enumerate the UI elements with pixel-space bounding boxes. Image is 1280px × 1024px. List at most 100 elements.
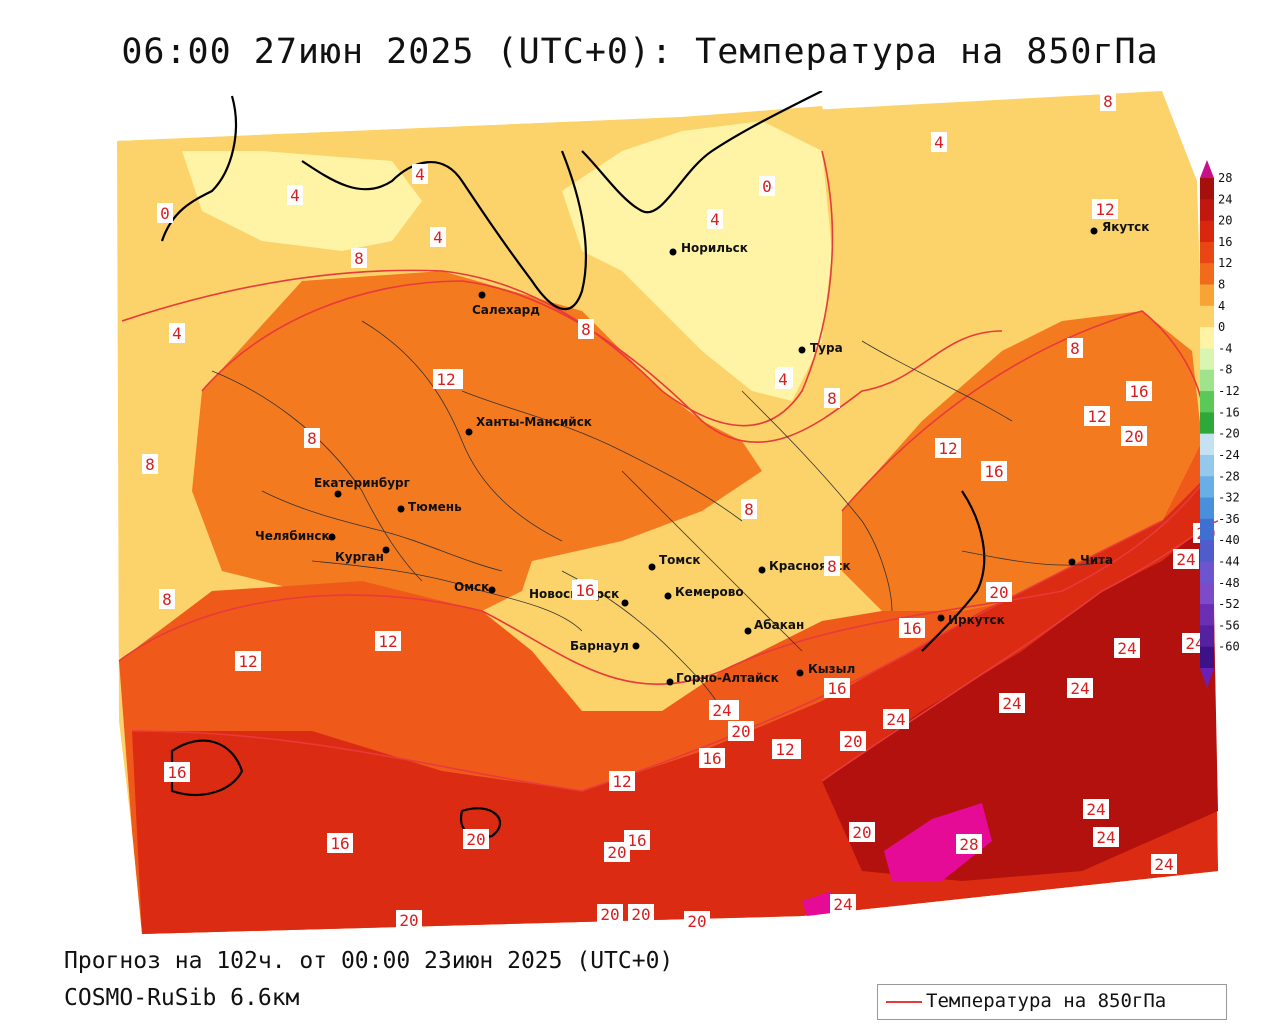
city-gorno-altaysk: Горно-Алтайск	[666, 671, 779, 686]
colorbar-tick-label: 0	[1218, 320, 1225, 334]
svg-text:8: 8	[827, 557, 837, 576]
svg-text:20: 20	[600, 905, 619, 924]
svg-text:24: 24	[833, 895, 852, 914]
svg-text:24: 24	[712, 701, 731, 720]
colorbar-swatch	[1200, 327, 1214, 349]
svg-text:20: 20	[631, 905, 650, 924]
contour-label: 8	[159, 589, 175, 609]
contour-label: 12	[375, 631, 401, 651]
svg-text:12: 12	[1095, 200, 1114, 219]
contour-label: 24	[1151, 854, 1177, 874]
city-label: Челябинск	[255, 529, 330, 543]
svg-text:20: 20	[607, 843, 626, 862]
svg-text:16: 16	[702, 749, 721, 768]
contour-label: 16	[824, 678, 850, 698]
svg-text:4: 4	[778, 370, 788, 389]
city-yekaterinburg: Екатеринбург	[314, 476, 410, 498]
colorbar-tick-label: -28	[1218, 469, 1240, 483]
city-yakutsk: Якутск	[1090, 220, 1149, 235]
contour-label: 20	[597, 904, 623, 924]
city-kyzyl: Кызыл	[796, 662, 855, 677]
city-label: Барнаул	[570, 639, 629, 653]
city-omsk: Омск	[454, 580, 496, 594]
colorbar-swatch	[1200, 199, 1214, 222]
colorbar-lower-arrow	[1200, 668, 1214, 688]
svg-text:0: 0	[160, 204, 170, 223]
svg-text:20: 20	[989, 583, 1008, 602]
contour-label: 24	[883, 709, 909, 729]
colorbar-swatch	[1200, 348, 1214, 371]
city-label: Ханты-Мансийск	[476, 415, 592, 429]
contour-label: 12	[235, 651, 261, 671]
colorbar-tick-label: -44	[1218, 554, 1240, 568]
contour-label: 24	[1173, 549, 1199, 569]
contour-label: 4	[287, 185, 303, 205]
city-label: Салехард	[472, 303, 540, 317]
svg-text:4: 4	[172, 324, 182, 343]
colorbar-swatch	[1200, 540, 1214, 562]
city-label: Екатеринбург	[314, 476, 410, 490]
contour-label: 16	[981, 461, 1007, 481]
svg-text:20: 20	[852, 823, 871, 842]
city-label: Горно-Алтайск	[676, 671, 779, 685]
svg-text:4: 4	[415, 165, 425, 184]
colorbar-upper-arrow	[1200, 160, 1214, 178]
legend-line-swatch	[886, 1001, 922, 1003]
contour-label: 8	[824, 556, 840, 576]
svg-text:8: 8	[827, 389, 837, 408]
contour-label: 0	[759, 176, 775, 196]
contour-label: 0	[157, 203, 173, 223]
contour-label: 4	[931, 132, 947, 152]
colorbar-swatch	[1200, 625, 1214, 648]
contour-label: 20	[1121, 426, 1147, 446]
contour-label: 24	[999, 693, 1025, 713]
colorbar-tick-label: -16	[1218, 405, 1240, 419]
contour-label: 12	[433, 369, 459, 389]
city-tomsk: Томск	[648, 553, 701, 571]
city-tyumen: Тюмень	[397, 500, 462, 514]
forecast-info: Прогноз на 102ч. от 00:00 23июн 2025 (UT…	[64, 948, 674, 974]
colorbar-swatch	[1200, 412, 1214, 435]
contour-label: 20	[986, 582, 1012, 602]
svg-text:16: 16	[827, 679, 846, 698]
colorbar-swatch	[1200, 497, 1214, 520]
contour-label: 4	[412, 164, 428, 184]
contour-label: 24	[1093, 827, 1119, 847]
colorbar-tick-label: -32	[1218, 491, 1240, 505]
svg-text:24: 24	[1185, 634, 1204, 653]
svg-text:24: 24	[886, 710, 905, 729]
svg-text:4: 4	[934, 133, 944, 152]
city-tura: Тура	[798, 341, 843, 355]
contour-label: 20	[849, 822, 875, 842]
svg-text:12: 12	[612, 772, 631, 791]
contour-label: 24	[1114, 638, 1140, 658]
svg-text:16: 16	[984, 462, 1003, 481]
colorbar-swatch	[1200, 178, 1214, 200]
contour-label: 8	[1100, 91, 1116, 111]
city-chelyabinsk: Челябинск	[255, 529, 336, 543]
colorbar-tick-label: -8	[1218, 363, 1232, 377]
city-label: Курган	[335, 550, 384, 564]
contour-label: 8	[578, 319, 594, 339]
contour-label: 24	[1083, 799, 1109, 819]
svg-text:16: 16	[902, 619, 921, 638]
city-norilsk: Норильск	[669, 241, 748, 256]
svg-text:8: 8	[744, 500, 754, 519]
colorbar-tick-label: 28	[1218, 171, 1232, 185]
svg-text:8: 8	[307, 429, 317, 448]
colorbar-tick-label: -60	[1218, 640, 1240, 654]
svg-text:16: 16	[627, 831, 646, 850]
colorbar-swatch	[1200, 369, 1214, 392]
city-label: Абакан	[754, 618, 804, 632]
contour-label: 8	[824, 388, 840, 408]
contour-label: 28	[956, 834, 982, 854]
colorbar-tick-label: -48	[1218, 576, 1240, 590]
svg-text:24: 24	[1176, 550, 1195, 569]
svg-text:16: 16	[167, 763, 186, 782]
colorbar-tick-label: 20	[1218, 214, 1232, 228]
map-title: 06:00 27июн 2025 (UTC+0): Температура на…	[121, 32, 1159, 72]
colorbar-swatch	[1200, 476, 1214, 499]
contour-label: 16	[699, 748, 725, 768]
city-salekhard: Салехард	[472, 291, 540, 317]
contour-label: 4	[707, 209, 723, 229]
